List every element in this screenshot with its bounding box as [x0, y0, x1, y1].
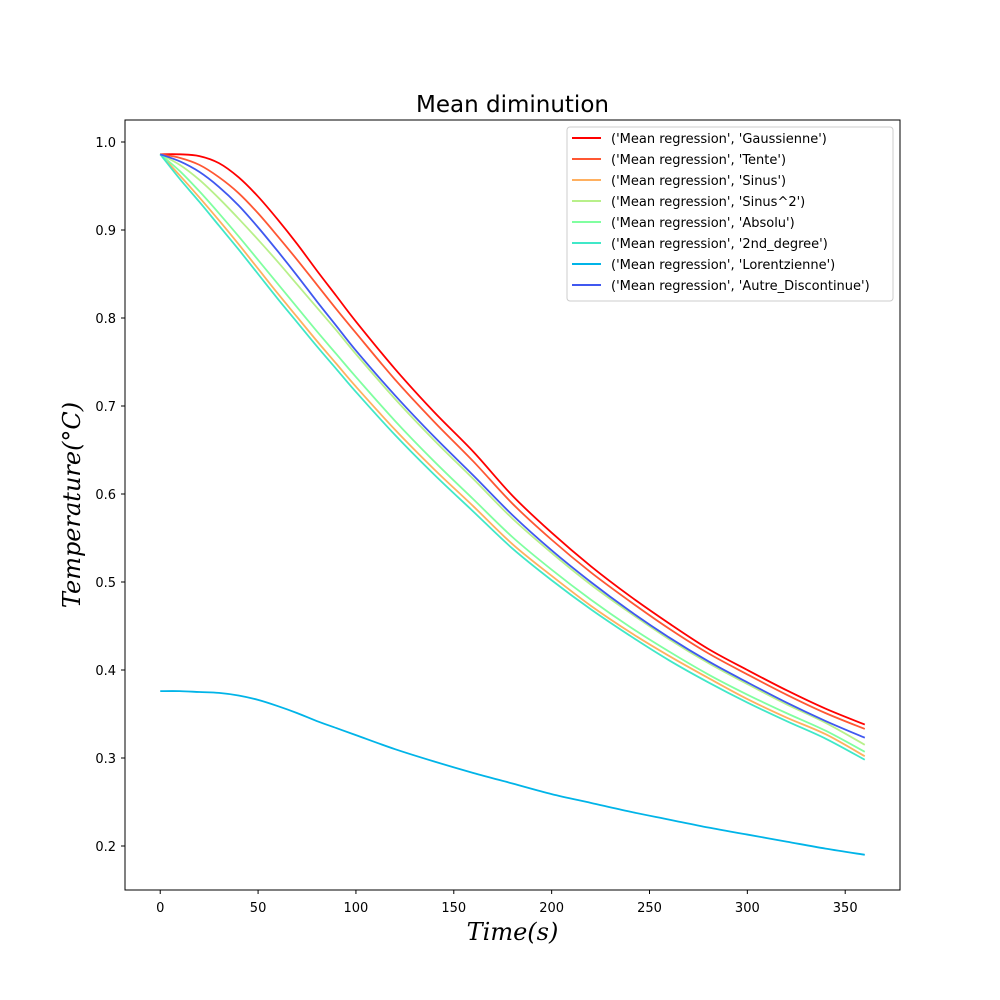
x-axis: 0 50 100 150 200 250 300 350 — [156, 890, 858, 916]
legend-label: ('Mean regression', 'Sinus^2') — [611, 195, 805, 210]
x-tick-label: 50 — [250, 901, 267, 916]
x-tick-label: 250 — [637, 901, 662, 916]
y-tick-label: 0.8 — [95, 312, 116, 327]
x-tick-label: 100 — [344, 901, 369, 916]
y-axis: 0.2 0.3 0.4 0.5 0.6 0.7 0.8 0.9 1.0 — [95, 136, 125, 855]
x-tick-label: 200 — [539, 901, 564, 916]
y-axis-title: Temperature(°C) — [58, 402, 86, 608]
x-tick-label: 0 — [156, 901, 164, 916]
legend-box — [566, 126, 894, 302]
x-tick-label: 350 — [833, 901, 858, 916]
y-tick-label: 0.9 — [95, 224, 116, 239]
y-tick-label: 0.4 — [95, 664, 116, 679]
legend-label: ('Mean regression', '2nd_degree') — [611, 237, 828, 252]
legend-label: ('Mean regression', 'Absolu') — [611, 216, 795, 231]
legend-label: ('Mean regression', 'Sinus') — [611, 174, 786, 189]
series-line — [160, 153, 866, 730]
chart-title: Mean diminution — [416, 92, 609, 118]
y-tick-label: 0.7 — [95, 400, 116, 415]
y-tick-label: 0.5 — [95, 576, 116, 591]
y-tick-label: 0.6 — [95, 488, 116, 503]
plot-frame — [124, 119, 901, 891]
series-line — [160, 153, 866, 726]
legend: ('Mean regression', 'Gaussienne') ('Mean … — [566, 126, 894, 302]
series-line — [159, 153, 866, 758]
legend-label: ('Mean regression', 'Gaussienne') — [611, 132, 827, 147]
x-tick-label: 300 — [735, 901, 760, 916]
plot-lines — [159, 153, 866, 856]
x-axis-title: Time(s) — [467, 918, 559, 946]
y-tick-label: 0.3 — [95, 752, 116, 767]
series-line — [159, 153, 866, 746]
legend-label: ('Mean regression', 'Tente') — [611, 153, 786, 168]
series-line — [160, 690, 865, 856]
y-tick-label: 1.0 — [95, 136, 116, 151]
series-line — [159, 153, 866, 739]
series-line — [159, 153, 866, 761]
x-tick-label: 150 — [441, 901, 466, 916]
legend-label: ('Mean regression', 'Lorentzienne') — [611, 258, 835, 273]
y-tick-label: 0.2 — [95, 840, 116, 855]
series-line — [159, 153, 866, 753]
legend-label: ('Mean regression', 'Autre_Discontinue') — [611, 279, 870, 294]
